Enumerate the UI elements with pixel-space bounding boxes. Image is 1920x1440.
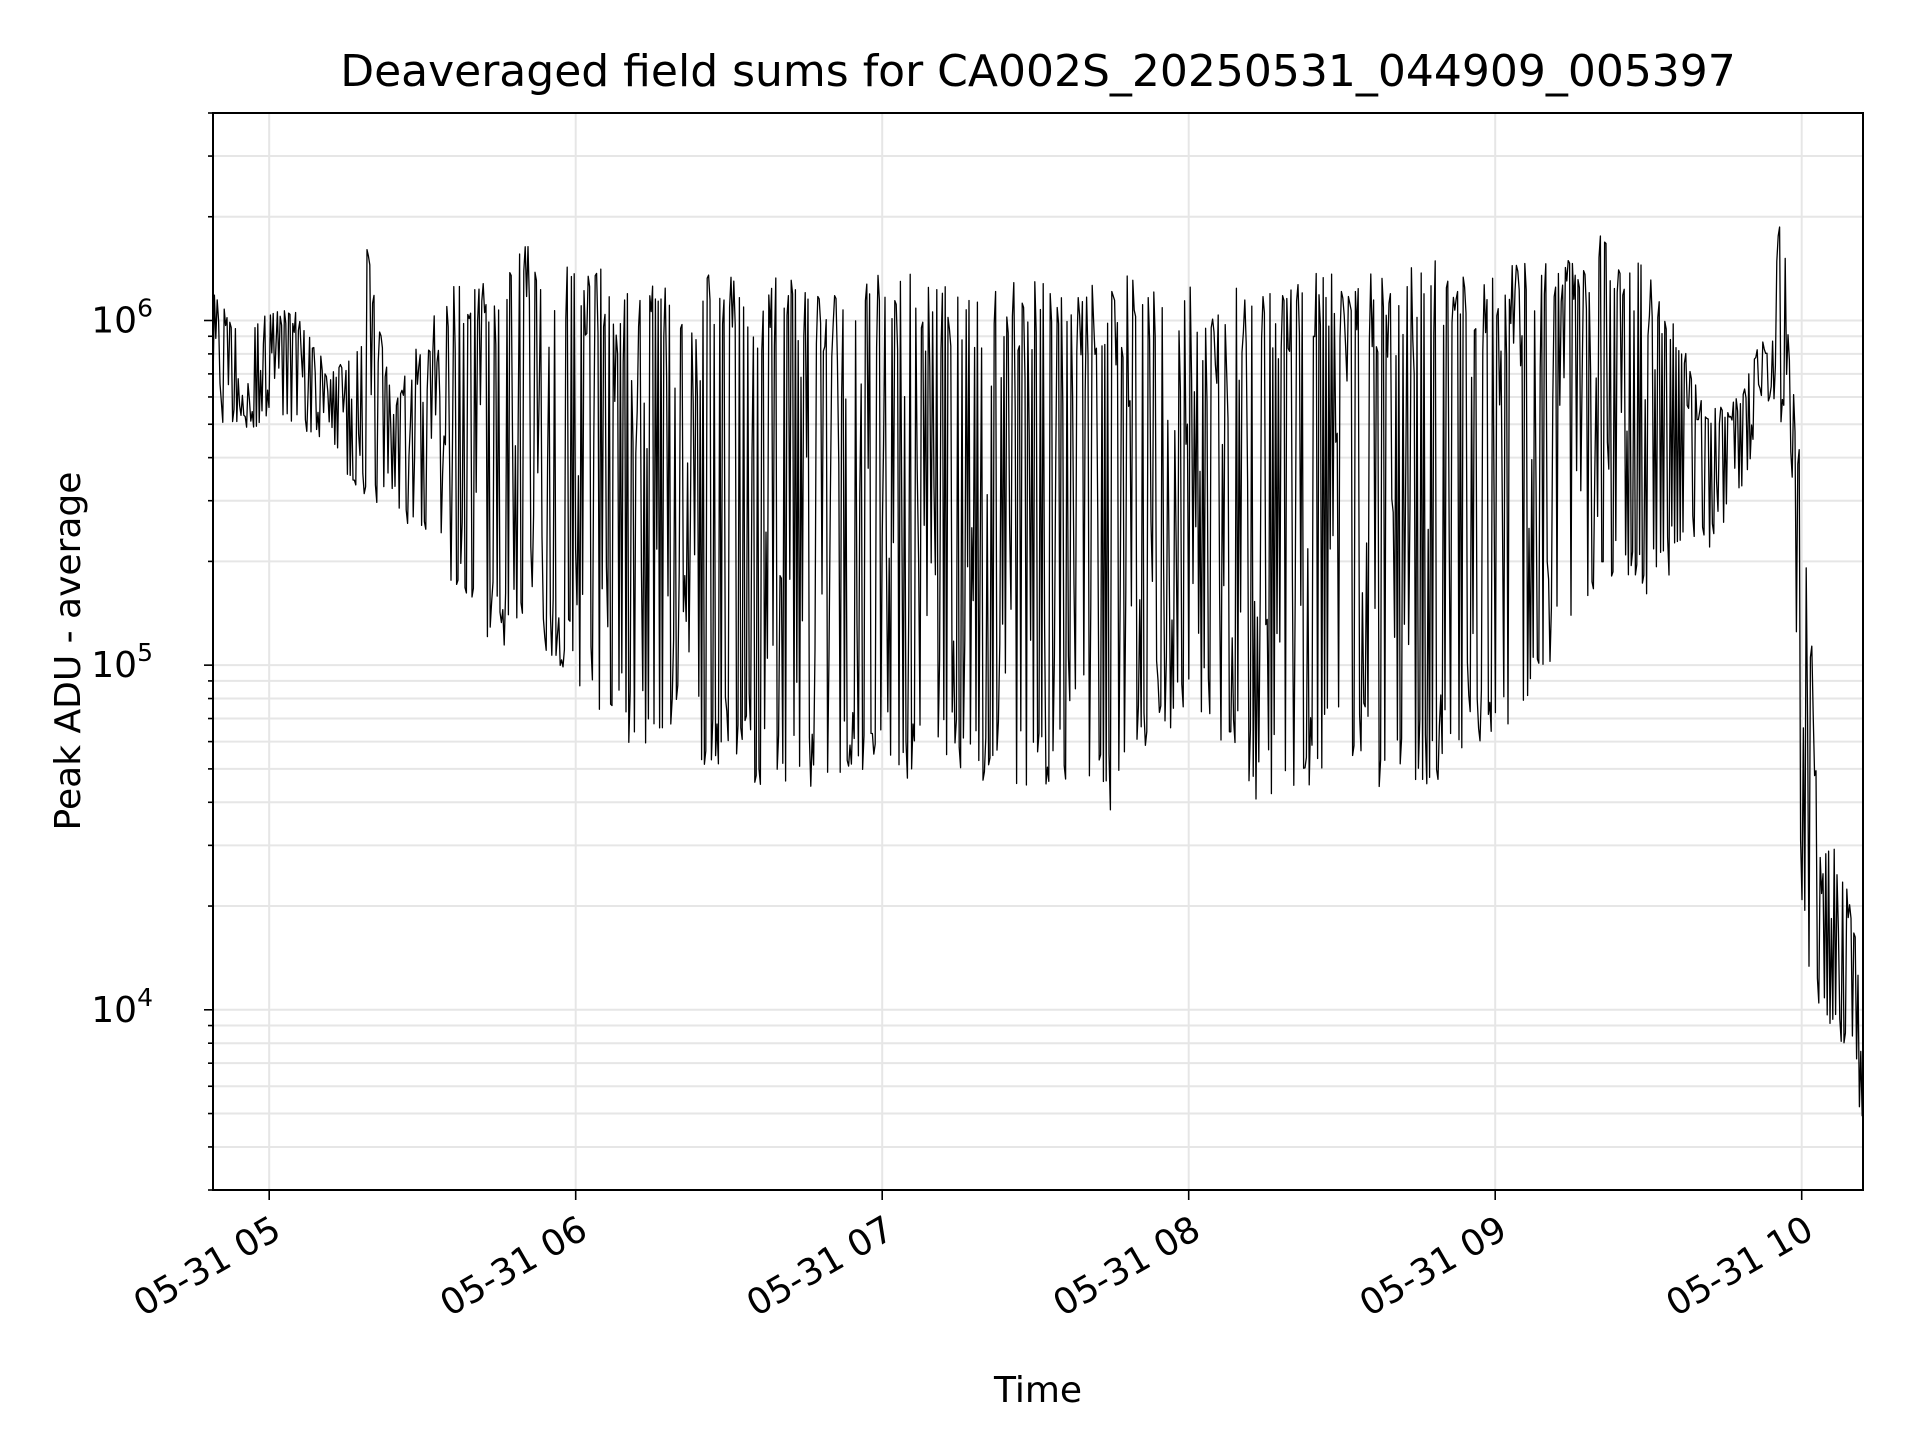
y-tick-label: 104 <box>91 983 153 1031</box>
y-tick-label: 105 <box>91 638 153 686</box>
series-group <box>212 226 1863 1117</box>
x-axis-label: Time <box>993 1370 1082 1411</box>
chart-title: Deaveraged field sums for CA002S_2025053… <box>340 46 1736 97</box>
y-tick-label: 106 <box>91 293 153 341</box>
series-line <box>212 226 1863 1117</box>
plot-frame <box>212 112 1864 1191</box>
y-axis-label: Peak ADU - average <box>48 472 89 831</box>
